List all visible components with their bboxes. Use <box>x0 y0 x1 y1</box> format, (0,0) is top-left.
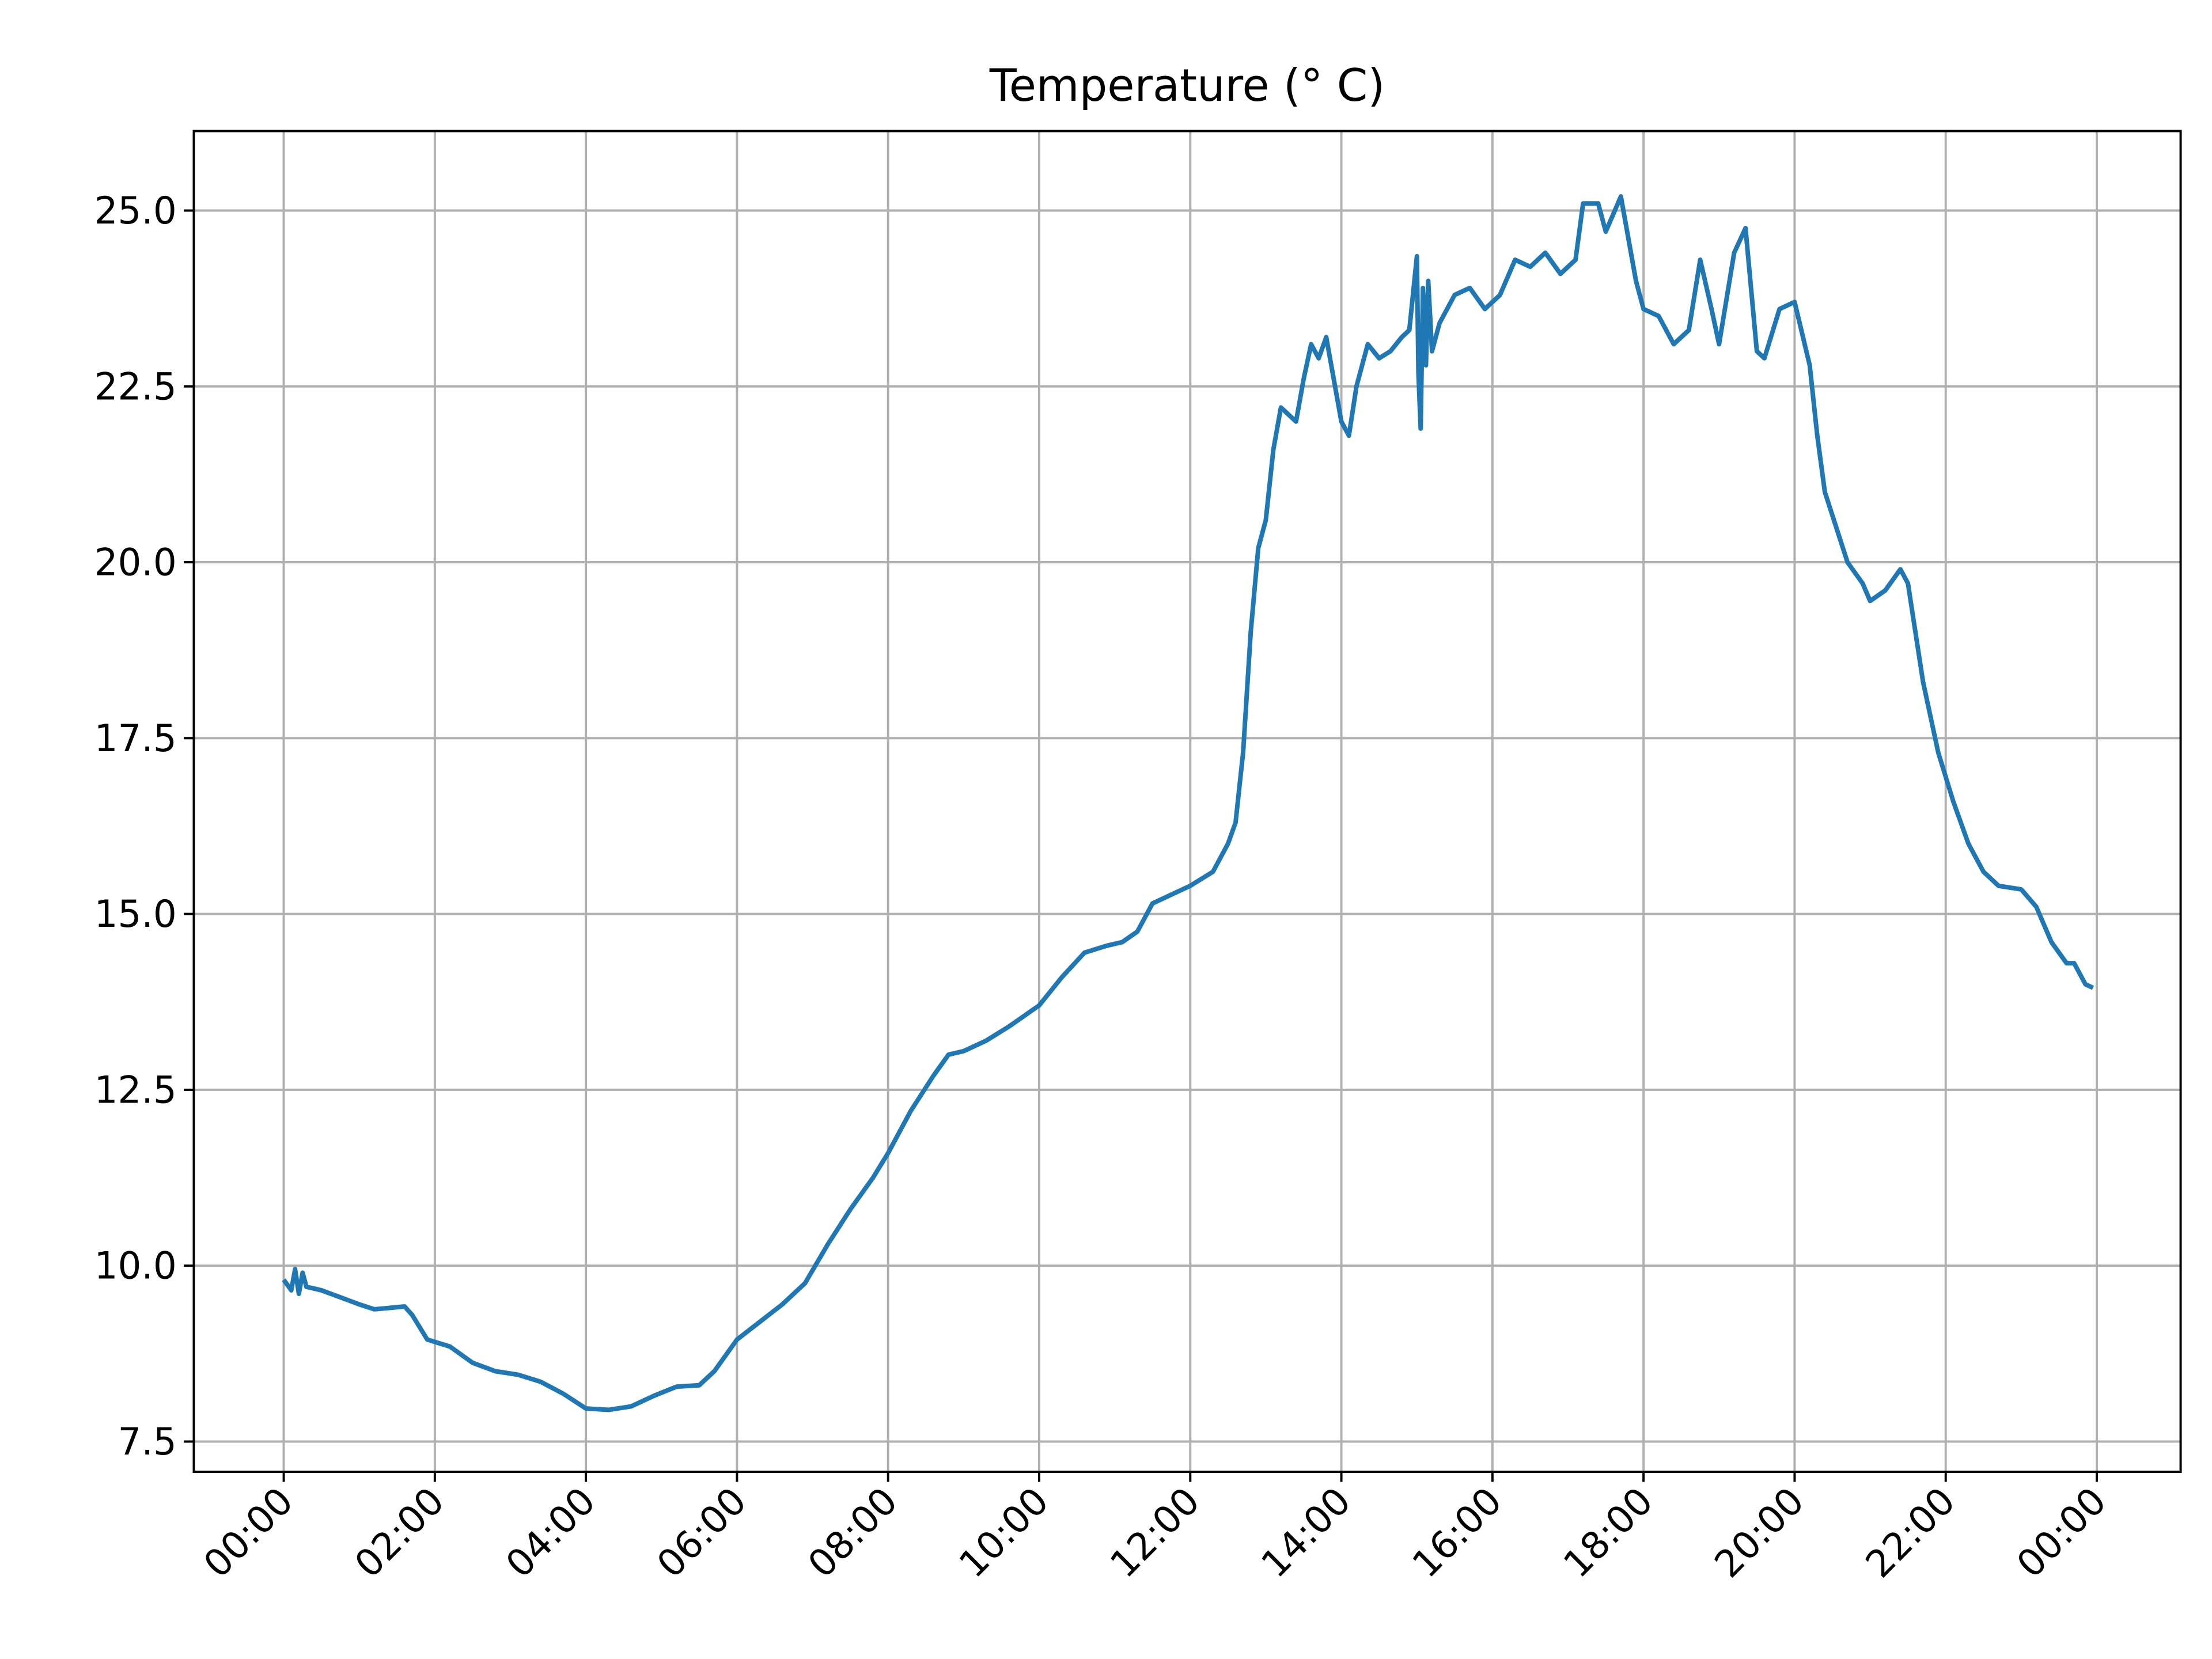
y-tick-label: 12.5 <box>94 1069 177 1112</box>
x-tick-label: 08:00 <box>800 1479 906 1586</box>
y-tick-label: 10.0 <box>94 1244 177 1287</box>
y-tick-label: 15.0 <box>94 893 177 936</box>
x-tick-label: 06:00 <box>649 1479 755 1586</box>
y-tick-label: 17.5 <box>94 717 177 760</box>
chart-title: Temperature (° C) <box>989 60 1385 112</box>
x-tick-label: 12:00 <box>1102 1479 1208 1586</box>
x-tick-label: 02:00 <box>347 1479 453 1586</box>
y-tick-label: 25.0 <box>94 190 177 233</box>
x-tick-label: 22:00 <box>1858 1479 1964 1586</box>
data-line <box>282 194 2094 1412</box>
x-tick-label: 20:00 <box>1707 1479 1813 1586</box>
x-tick-label: 18:00 <box>1555 1479 1661 1586</box>
x-tick-label: 16:00 <box>1404 1479 1510 1586</box>
x-tick-label: 00:00 <box>2009 1479 2115 1586</box>
x-tick-label: 10:00 <box>951 1479 1057 1586</box>
y-tick-label: 22.5 <box>94 365 177 408</box>
x-tick-label: 00:00 <box>196 1479 302 1586</box>
plot-frame <box>192 130 2182 1473</box>
y-tick-label: 7.5 <box>118 1421 177 1464</box>
x-tick-label: 04:00 <box>498 1479 604 1586</box>
x-tick-label: 14:00 <box>1253 1479 1359 1586</box>
y-tick-label: 20.0 <box>94 541 177 584</box>
